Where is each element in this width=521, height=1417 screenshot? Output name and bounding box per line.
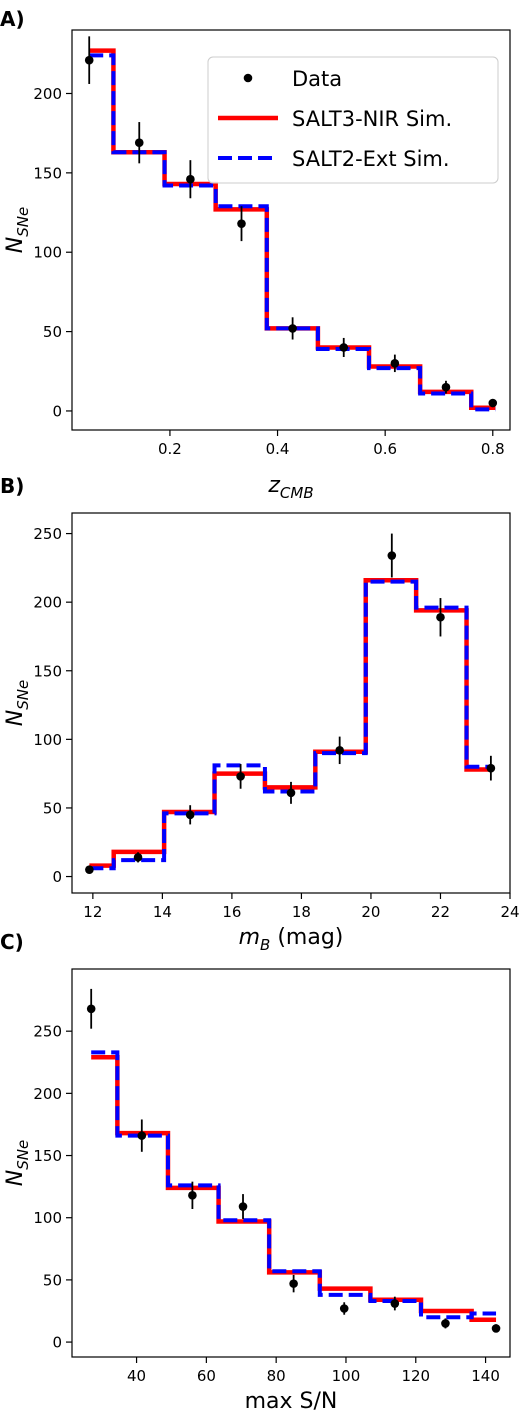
y-axis-label: NSNe — [3, 680, 32, 726]
legend-label: Data — [292, 67, 342, 91]
x-axis-label-main: max S/N — [245, 1389, 338, 1414]
y-tick-label: 50 — [43, 1271, 62, 1289]
data-point — [133, 853, 143, 862]
data-point — [488, 398, 498, 408]
axes-frame — [71, 29, 511, 431]
y-tick-label: 0 — [52, 868, 62, 886]
data-point — [335, 746, 344, 755]
panel-c: C) 40 60 80 100 120 140 0 50 100 150 200 250 max S/N N… — [0, 930, 511, 1414]
y-tick-label: 100 — [33, 731, 62, 749]
y-axis-label-sub: SNe — [14, 207, 32, 237]
data-point — [236, 772, 245, 781]
data-point — [85, 865, 94, 874]
data-point — [188, 1191, 197, 1200]
data-point — [185, 810, 195, 820]
x-axis-label-main: m — [239, 925, 260, 950]
y-axis-label-main: N — [3, 1170, 28, 1186]
y-tick-label: 250 — [33, 525, 62, 543]
panel-label: C) — [0, 930, 24, 954]
x-axis-label-unit: (mag) — [270, 925, 343, 950]
y-tick-label: 250 — [33, 1023, 62, 1041]
data-point — [237, 219, 246, 228]
axes-frame — [71, 968, 511, 1358]
y-tick-label: 50 — [43, 323, 62, 341]
salt2-ext-step-line — [91, 1050, 497, 1320]
x-tick-label: 140 — [471, 1367, 500, 1385]
x-tick-label: 12 — [83, 903, 102, 921]
panel-label: B) — [0, 474, 24, 498]
y-axis-label: NSNe — [3, 207, 32, 253]
y-tick-label: 200 — [33, 1085, 62, 1103]
panel-b: B) 12 14 16 18 20 22 24 0 50 100 150 200 250 mB (mag) N… — [0, 474, 520, 954]
y-tick-label: 100 — [33, 1209, 62, 1227]
panel-a: A) 0.2 0.4 0.6 0.8 0 50 100 150 200 zCMB NSNe Data SA… — [0, 7, 511, 502]
x-tick-label: 20 — [361, 903, 380, 921]
axes-frame — [71, 512, 511, 894]
x-tick-label: 16 — [222, 903, 241, 921]
data-point — [186, 174, 195, 184]
y-tick-label: 150 — [33, 164, 62, 182]
x-tick-label: 0.6 — [373, 440, 397, 458]
x-axis-label: zCMB — [267, 473, 313, 502]
x-axis-label-main: z — [267, 473, 280, 498]
salt2-ext-step-line — [89, 53, 496, 412]
panel-label: A) — [0, 7, 25, 31]
data-point — [491, 1324, 501, 1333]
y-tick-label: 0 — [52, 402, 62, 420]
x-axis-label: mB (mag) — [239, 925, 344, 954]
x-tick-label: 40 — [127, 1367, 146, 1385]
data-point — [137, 1131, 147, 1140]
data-point — [288, 324, 297, 333]
legend-label: SALT2-Ext Sim. — [292, 147, 450, 171]
y-tick-label: 50 — [43, 799, 62, 817]
x-tick-label: 0.2 — [158, 440, 182, 458]
y-axis-label-sub: SNe — [14, 680, 32, 710]
data-point — [486, 763, 496, 773]
y-axis-label-main: N — [3, 710, 28, 726]
data-point — [441, 382, 451, 392]
data-point — [238, 1202, 248, 1211]
y-axis-label-sub: SNe — [14, 1140, 32, 1170]
data-point — [339, 1304, 349, 1313]
x-axis-label: max S/N — [245, 1389, 338, 1414]
x-axis-label-sub: CMB — [280, 484, 314, 502]
data-point — [134, 138, 144, 147]
legend-box — [207, 56, 499, 184]
y-tick-label: 100 — [33, 244, 62, 262]
legend: Data SALT3-NIR Sim. SALT2-Ext Sim. — [207, 56, 499, 184]
x-tick-label: 24 — [500, 903, 519, 921]
legend-marker-data — [243, 73, 253, 83]
x-tick-label: 0.8 — [481, 440, 505, 458]
data-point — [436, 612, 445, 622]
x-axis-label-sub: B — [260, 936, 270, 954]
y-tick-label: 150 — [33, 662, 62, 680]
y-tick-label: 200 — [33, 594, 62, 612]
x-tick-label: 120 — [401, 1367, 430, 1385]
salt2-ext-step-line — [89, 579, 491, 871]
x-tick-label: 80 — [267, 1367, 286, 1385]
x-tick-label: 14 — [153, 903, 172, 921]
data-point — [387, 551, 397, 560]
data-point — [339, 343, 349, 352]
data-point — [86, 1004, 96, 1014]
data-point — [286, 788, 296, 798]
y-tick-label: 150 — [33, 1147, 62, 1165]
legend-label: SALT3-NIR Sim. — [292, 107, 452, 131]
y-tick-label: 0 — [52, 1334, 62, 1352]
x-tick-label: 18 — [292, 903, 311, 921]
data-point — [289, 1279, 298, 1288]
y-axis-label: NSNe — [3, 1140, 32, 1186]
data-point — [390, 359, 400, 368]
x-tick-label: 22 — [431, 903, 450, 921]
x-tick-label: 60 — [197, 1367, 216, 1385]
data-point — [390, 1299, 400, 1308]
x-tick-label: 100 — [332, 1367, 361, 1385]
data-point — [441, 1319, 450, 1328]
y-tick-label: 200 — [33, 85, 62, 103]
data-point — [84, 55, 94, 65]
salt3-nir-step-line — [89, 577, 491, 868]
y-axis-label-main: N — [3, 237, 28, 253]
x-tick-label: 0.4 — [266, 440, 290, 458]
